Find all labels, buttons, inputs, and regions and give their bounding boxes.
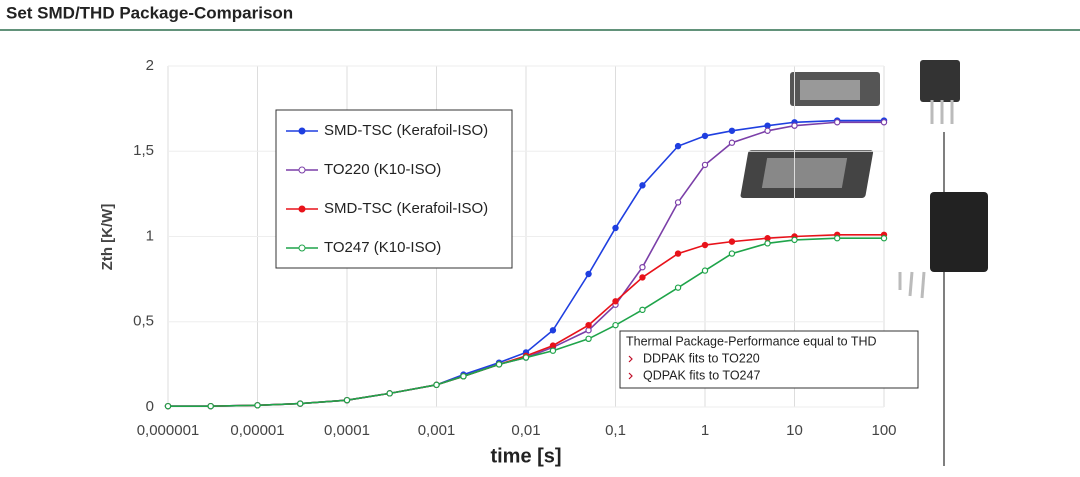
x-tick-label: 100 (871, 422, 896, 439)
data-point (460, 373, 467, 380)
package-image (740, 60, 988, 299)
bullet (628, 355, 633, 363)
data-point (701, 161, 709, 169)
annotation-title: Thermal Package-Performance equal to THD (626, 334, 877, 348)
data-point (834, 235, 841, 242)
legend-label: SMD-TSC (Kerafoil-ISO) (324, 122, 488, 139)
data-point (585, 335, 592, 342)
data-point (343, 396, 351, 404)
x-tick-label: 0,00001 (230, 422, 284, 439)
data-point (764, 127, 771, 134)
annotation-item: QDPAK fits to TO247 (643, 368, 760, 382)
y-tick-label: 2 (146, 57, 154, 74)
x-tick-label: 0,1 (605, 422, 626, 439)
data-point (728, 139, 736, 146)
data-point (585, 321, 592, 329)
data-point (764, 240, 771, 247)
data-point (164, 402, 172, 410)
x-tick-label: 1 (701, 422, 709, 439)
data-point (764, 122, 771, 129)
data-point (791, 236, 798, 244)
data-point (612, 298, 619, 305)
data-point (728, 127, 736, 134)
data-point (254, 402, 261, 409)
data-point (701, 132, 709, 140)
data-point (612, 321, 619, 329)
data-point (207, 402, 214, 410)
data-point (880, 235, 888, 242)
data-point (674, 199, 682, 206)
legend-marker (298, 205, 306, 213)
data-point (612, 224, 619, 232)
legend-label: SMD-TSC (Kerafoil-ISO) (324, 200, 488, 217)
data-point (728, 250, 736, 257)
data-point (522, 354, 530, 361)
data-point (549, 327, 557, 334)
annotation-box (619, 330, 919, 389)
y-tick-label: 0,5 (133, 313, 154, 330)
y-tick-label: 0 (146, 398, 154, 415)
legend-label: TO247 (K10-ISO) (324, 239, 441, 256)
x-tick-label: 0,001 (418, 422, 456, 439)
data-point (791, 122, 798, 129)
data-point (585, 327, 592, 334)
data-point (585, 270, 592, 278)
data-point (639, 306, 646, 314)
x-axis-title: time [s] (490, 445, 561, 467)
data-point (433, 381, 440, 389)
x-tick-label: 10 (786, 422, 803, 439)
y-tick-label: 1 (146, 227, 154, 244)
data-point (674, 142, 682, 150)
data-point (639, 274, 646, 281)
page-title: Set SMD/THD Package-Comparison (6, 3, 293, 22)
x-tick-label: 0,0001 (324, 422, 370, 439)
x-tick-label: 0,000001 (137, 422, 200, 439)
data-point (701, 241, 709, 249)
annotation-item: DDPAK fits to TO220 (643, 351, 760, 365)
data-point (639, 182, 646, 189)
data-point (728, 238, 736, 245)
legend-marker (298, 166, 306, 174)
bullet (628, 372, 633, 380)
data-point (674, 250, 682, 257)
y-axis-title: Zth [K/W] (99, 204, 116, 271)
data-point (880, 119, 888, 126)
legend-marker (298, 127, 306, 135)
data-point (549, 347, 557, 354)
legend-box (275, 109, 513, 269)
data-point (549, 342, 557, 349)
data-point (764, 235, 771, 242)
data-point (701, 267, 709, 274)
x-tick-label: 0,01 (511, 422, 540, 439)
data-point (297, 400, 304, 407)
legend-label: TO220 (K10-ISO) (324, 161, 441, 178)
y-tick-label: 1,5 (133, 142, 154, 159)
data-point (386, 390, 393, 397)
data-point (834, 119, 841, 126)
data-point (495, 361, 503, 368)
legend-marker (298, 244, 306, 252)
data-point (674, 284, 682, 291)
data-point (639, 263, 646, 271)
